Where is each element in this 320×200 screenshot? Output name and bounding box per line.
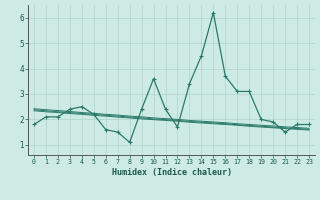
X-axis label: Humidex (Indice chaleur): Humidex (Indice chaleur): [111, 168, 231, 177]
